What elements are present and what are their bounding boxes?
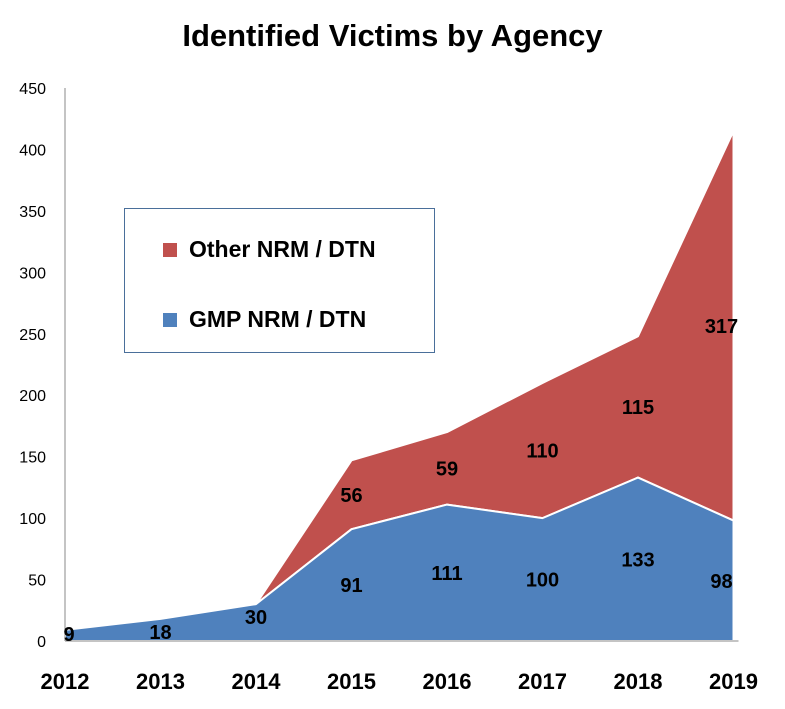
- y-tick-label: 350: [19, 204, 46, 221]
- y-axis-ticks: 0 50 100 150 200 250 300 350 400 450: [19, 81, 46, 651]
- y-tick-label: 200: [19, 388, 46, 405]
- series-areas: [64, 130, 735, 642]
- y-tick-label: 100: [19, 511, 46, 528]
- y-tick-label: 250: [19, 327, 46, 344]
- legend-label-gmp: GMP NRM / DTN: [189, 306, 367, 332]
- data-label-other: 110: [526, 441, 558, 463]
- chart-title: Identified Victims by Agency: [182, 18, 603, 53]
- data-label-gmp: 18: [149, 622, 171, 644]
- x-tick-label: 2016: [423, 669, 472, 694]
- legend-item-other: Other NRM / DTN: [163, 236, 376, 263]
- data-label-gmp: 98: [710, 571, 732, 593]
- y-tick-label: 450: [19, 81, 46, 98]
- data-label-gmp: 30: [245, 607, 267, 629]
- x-tick-label: 2012: [41, 669, 90, 694]
- legend: Other NRM / DTN GMP NRM / DTN: [124, 208, 435, 353]
- legend-label-other: Other NRM / DTN: [189, 236, 376, 262]
- y-tick-label: 0: [37, 634, 46, 651]
- legend-swatch-other: [163, 242, 177, 257]
- data-labels: 9 18 30 91 56 111 59 100 110 133 115 98 317: [63, 316, 738, 646]
- y-tick-label: 300: [19, 265, 46, 282]
- data-label-gmp: 91: [340, 575, 362, 597]
- x-tick-label: 2014: [232, 669, 282, 694]
- y-tick-label: 400: [19, 142, 46, 159]
- legend-item-gmp: GMP NRM / DTN: [163, 306, 366, 333]
- x-tick-label: 2017: [518, 669, 567, 694]
- data-label-gmp: 133: [621, 549, 654, 571]
- data-label-gmp: 111: [431, 563, 462, 585]
- x-tick-label: 2019: [709, 669, 758, 694]
- axes: [64, 88, 739, 642]
- x-tick-label: 2015: [327, 669, 376, 694]
- data-label-other: 56: [340, 485, 362, 507]
- data-label-other: 317: [705, 316, 738, 338]
- legend-swatch-gmp: [163, 312, 177, 327]
- x-tick-label: 2018: [614, 669, 663, 694]
- data-label-other: 59: [436, 458, 458, 480]
- data-label-other: 115: [622, 397, 654, 419]
- data-label-gmp: 9: [63, 624, 74, 646]
- x-tick-label: 2013: [136, 669, 185, 694]
- y-tick-label: 150: [19, 450, 46, 467]
- x-axis-ticks: 2012 2013 2014 2015 2016 2017 2018 2019: [41, 669, 758, 694]
- data-label-gmp: 100: [526, 570, 559, 592]
- y-tick-label: 50: [28, 573, 46, 590]
- area-gmp-nrm-dtn: [64, 476, 735, 642]
